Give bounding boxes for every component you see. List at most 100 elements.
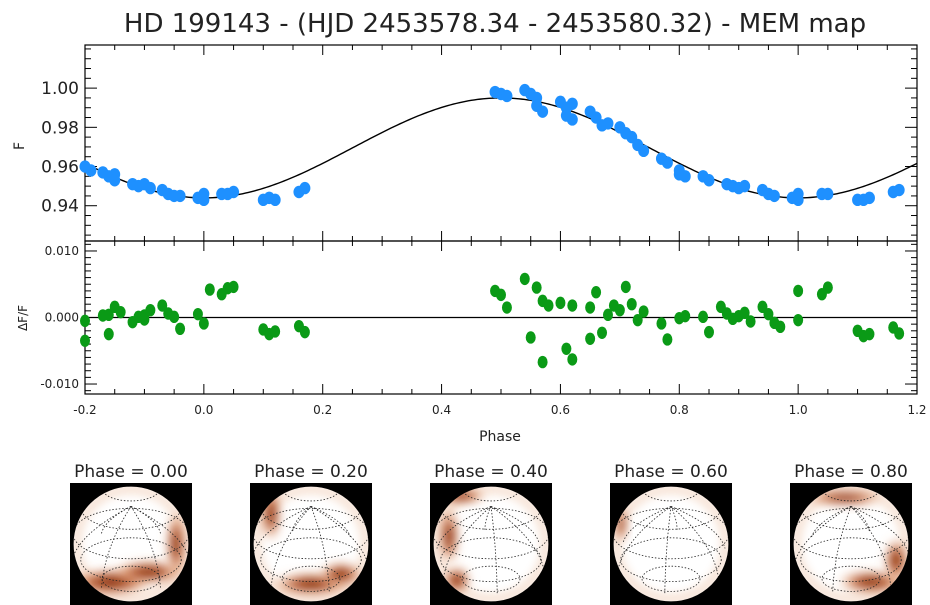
map-phase-label: Phase = 0.40 bbox=[434, 462, 548, 482]
y-tick-label: 0.010 bbox=[45, 244, 79, 258]
meridian-line bbox=[850, 506, 870, 532]
map-phase-label: Phase = 0.00 bbox=[74, 462, 188, 482]
residual-point bbox=[204, 283, 215, 296]
observed-point bbox=[703, 174, 715, 187]
residual-point bbox=[567, 353, 578, 366]
residual-point bbox=[614, 303, 625, 317]
meridian-line bbox=[622, 506, 672, 543]
observed-point bbox=[174, 189, 186, 203]
residuals-y-axis: -0.010 0.000 0.010 bbox=[40, 243, 917, 392]
residual-point bbox=[585, 332, 596, 345]
latitude-line bbox=[821, 565, 881, 592]
residual-point bbox=[894, 327, 905, 340]
residual-point bbox=[543, 299, 554, 312]
residuals-y-label: ΔF/F bbox=[16, 305, 30, 331]
residual-point bbox=[680, 309, 691, 323]
residuals-panel: -0.010 0.000 0.010 -0.2 0.0 0.2 0.4 0.6 0.8 1.0 1… bbox=[16, 240, 927, 445]
mem-map: Phase = 0.20 bbox=[250, 462, 372, 605]
mem-map: Phase = 0.00 bbox=[70, 462, 192, 605]
observed-point bbox=[638, 144, 650, 158]
residual-point bbox=[793, 284, 804, 298]
observed-point bbox=[299, 181, 311, 195]
limb-ring bbox=[253, 486, 369, 602]
residual-point bbox=[585, 301, 596, 314]
observed-point bbox=[792, 187, 804, 201]
observed-point bbox=[863, 191, 875, 205]
latitude-line bbox=[620, 537, 722, 582]
residual-point bbox=[704, 325, 714, 339]
residual-point bbox=[793, 313, 804, 327]
latitude-line bbox=[260, 537, 362, 582]
meridian-line bbox=[253, 506, 312, 555]
latitude-line bbox=[641, 565, 701, 592]
residual-point bbox=[519, 272, 530, 286]
model-curve bbox=[84, 97, 918, 199]
meridian-line bbox=[670, 506, 720, 581]
mem-map: Phase = 0.60 bbox=[610, 462, 732, 605]
mem-map: Phase = 0.40 bbox=[430, 462, 552, 605]
residual-point bbox=[270, 325, 281, 338]
spot bbox=[439, 506, 459, 566]
residual-point bbox=[525, 331, 536, 344]
spot-map bbox=[73, 486, 189, 602]
residual-point bbox=[745, 315, 756, 328]
residual-point bbox=[299, 325, 310, 339]
residual-point bbox=[228, 280, 239, 294]
meridian-line bbox=[436, 506, 492, 549]
observed-point bbox=[85, 164, 97, 177]
x-tick-label: 0.6 bbox=[551, 403, 570, 417]
disc-outline bbox=[432, 485, 550, 603]
x-tick-label: -0.2 bbox=[73, 403, 96, 417]
spot-map bbox=[793, 486, 909, 602]
latitude-line bbox=[281, 565, 341, 592]
observed-point bbox=[893, 183, 905, 197]
observed-point bbox=[661, 156, 673, 169]
residual-points bbox=[80, 272, 905, 369]
latitude-line bbox=[800, 537, 902, 582]
residual-point bbox=[139, 313, 150, 326]
latitude-line bbox=[440, 537, 542, 582]
x-tick-label: 0.8 bbox=[670, 403, 689, 417]
latitude-line bbox=[80, 537, 182, 582]
y-tick-label: -0.010 bbox=[40, 377, 79, 391]
residual-point bbox=[638, 305, 649, 318]
meridian-line bbox=[850, 506, 909, 555]
residual-point bbox=[620, 280, 631, 294]
residual-point bbox=[157, 299, 168, 312]
residual-point bbox=[80, 334, 90, 347]
y-tick-label: 0.96 bbox=[41, 158, 79, 178]
residual-point bbox=[567, 299, 578, 312]
x-axis-label: Phase bbox=[479, 429, 521, 445]
y-tick-label: 0.98 bbox=[41, 118, 79, 138]
spot bbox=[166, 510, 186, 578]
disc-outline bbox=[612, 485, 730, 603]
meridian-line bbox=[101, 506, 132, 590]
limb-ring bbox=[613, 486, 729, 602]
observed-point bbox=[602, 117, 614, 130]
residual-point bbox=[555, 296, 566, 310]
latitude-line bbox=[101, 565, 161, 592]
observed-points bbox=[79, 83, 905, 207]
meridian-line bbox=[850, 506, 891, 586]
residual-point bbox=[561, 342, 572, 355]
light-curve-y-axis: 0.94 0.96 0.98 1.00 bbox=[41, 48, 917, 236]
disc-outline bbox=[252, 485, 370, 603]
residual-point bbox=[175, 322, 186, 336]
residual-point bbox=[775, 320, 786, 334]
mem-maps: Phase = 0.00 Phase = 0.20 Phase = 0.40 Phas… bbox=[70, 462, 912, 605]
disc-outline bbox=[72, 485, 190, 603]
observed-point bbox=[566, 97, 578, 111]
residual-point bbox=[698, 310, 709, 324]
residual-point bbox=[192, 307, 203, 321]
observed-point bbox=[228, 185, 240, 199]
residual-point bbox=[864, 327, 875, 341]
light-curve-panel: 0.94 0.96 0.98 1.00 F bbox=[12, 44, 918, 242]
x-tick-label: 0.2 bbox=[313, 403, 332, 417]
meridian-line bbox=[490, 506, 540, 543]
stellar-disc bbox=[613, 486, 729, 602]
meridian-line bbox=[664, 506, 672, 594]
y-tick-label: 0.94 bbox=[41, 197, 79, 217]
residual-point bbox=[103, 327, 114, 341]
observed-point bbox=[768, 189, 780, 203]
